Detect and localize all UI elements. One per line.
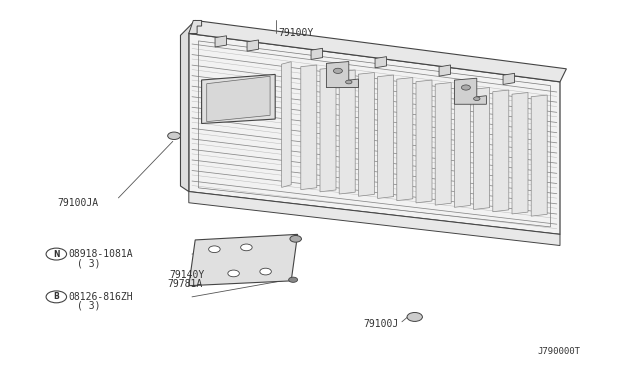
- Circle shape: [407, 312, 422, 321]
- Text: N: N: [53, 250, 60, 259]
- Polygon shape: [454, 85, 470, 207]
- Polygon shape: [189, 33, 560, 234]
- Circle shape: [333, 68, 342, 73]
- Polygon shape: [189, 20, 202, 33]
- Text: 79100J: 79100J: [363, 319, 398, 328]
- Polygon shape: [397, 77, 413, 201]
- Text: 79781A: 79781A: [168, 279, 203, 289]
- Text: 79140Y: 79140Y: [170, 270, 205, 279]
- Text: 08918-1081A: 08918-1081A: [68, 249, 133, 259]
- Polygon shape: [311, 48, 323, 60]
- Circle shape: [241, 244, 252, 251]
- Polygon shape: [454, 78, 486, 104]
- Circle shape: [474, 97, 480, 100]
- Polygon shape: [439, 65, 451, 76]
- Circle shape: [289, 277, 298, 282]
- Text: ( 3): ( 3): [77, 301, 100, 311]
- Polygon shape: [416, 80, 432, 203]
- Polygon shape: [247, 40, 259, 51]
- Polygon shape: [215, 36, 227, 47]
- Polygon shape: [435, 83, 451, 205]
- Polygon shape: [180, 20, 195, 192]
- Circle shape: [228, 270, 239, 277]
- Circle shape: [46, 248, 67, 260]
- Circle shape: [46, 291, 67, 303]
- Polygon shape: [474, 87, 490, 209]
- Circle shape: [260, 268, 271, 275]
- Polygon shape: [301, 65, 317, 190]
- Polygon shape: [320, 68, 336, 192]
- Polygon shape: [531, 95, 547, 216]
- Polygon shape: [282, 62, 291, 187]
- Circle shape: [209, 246, 220, 253]
- Circle shape: [461, 85, 470, 90]
- Polygon shape: [375, 57, 387, 68]
- Text: B: B: [54, 292, 59, 301]
- Text: J790000T: J790000T: [538, 347, 580, 356]
- Polygon shape: [189, 234, 298, 286]
- Circle shape: [168, 132, 180, 140]
- Polygon shape: [207, 76, 270, 122]
- Polygon shape: [358, 73, 374, 196]
- Polygon shape: [202, 74, 275, 124]
- Text: ( 3): ( 3): [77, 259, 100, 268]
- Polygon shape: [339, 70, 355, 194]
- Polygon shape: [189, 192, 560, 246]
- Text: 79100Y: 79100Y: [278, 28, 314, 38]
- Polygon shape: [512, 93, 528, 214]
- Polygon shape: [189, 20, 566, 82]
- Polygon shape: [326, 61, 358, 87]
- Circle shape: [346, 80, 352, 84]
- Circle shape: [290, 235, 301, 242]
- Text: 79100JA: 79100JA: [58, 198, 99, 208]
- Polygon shape: [378, 75, 394, 198]
- Polygon shape: [493, 90, 509, 212]
- Polygon shape: [503, 73, 515, 84]
- Text: 08126-816ZH: 08126-816ZH: [68, 292, 133, 302]
